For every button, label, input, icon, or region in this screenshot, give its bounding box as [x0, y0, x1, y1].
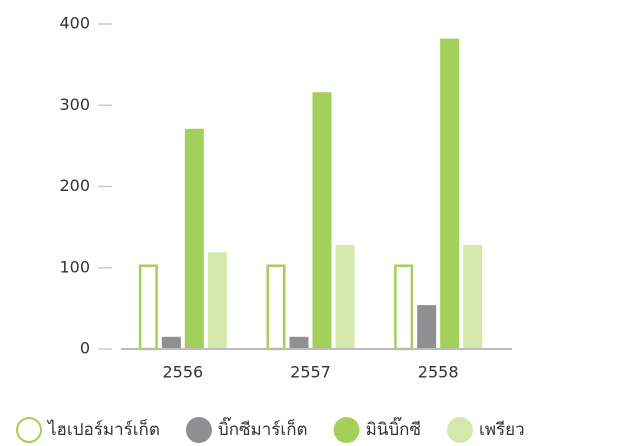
x-tick-label: 2556 — [162, 363, 203, 382]
bar — [417, 305, 437, 349]
bar — [463, 245, 483, 349]
y-tick-label: 100 — [59, 257, 90, 276]
bar — [289, 336, 309, 349]
legend-swatch — [333, 417, 360, 443]
y-tick-label: 0 — [80, 339, 90, 358]
legend-swatch — [185, 417, 212, 443]
bar — [184, 128, 204, 349]
x-tick-label: 2558 — [418, 363, 459, 382]
y-tick-label: 200 — [59, 176, 90, 195]
bar — [266, 264, 286, 351]
bar — [440, 38, 460, 349]
legend-label: ไฮเปอร์มาร์เก็ต — [46, 418, 160, 440]
bar — [207, 252, 227, 349]
y-tick-label: 400 — [59, 14, 90, 33]
bar — [138, 264, 158, 351]
bar — [335, 245, 355, 349]
bar — [161, 336, 181, 349]
legend-label: บิ๊กซีมาร์เก็ต — [218, 416, 308, 440]
bar — [394, 264, 414, 351]
bar — [312, 92, 332, 349]
legend-swatch — [447, 417, 474, 443]
legend-label: มินิบิ๊กซี — [366, 416, 421, 440]
legend-label: เพรียว — [479, 420, 525, 440]
legend-swatch — [16, 417, 42, 443]
y-tick-label: 300 — [59, 95, 90, 114]
x-tick-label: 2557 — [290, 363, 331, 382]
